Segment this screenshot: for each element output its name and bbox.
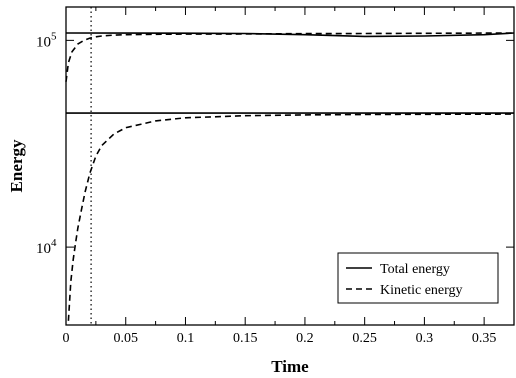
plot-frame xyxy=(65,6,515,326)
x-tick-label: 0.3 xyxy=(416,331,434,346)
axis-ticks xyxy=(65,7,515,325)
y-axis-label: Energy xyxy=(7,139,26,192)
x-tick-label: 0.35 xyxy=(472,331,497,346)
legend: Total energy Kinetic energy xyxy=(337,252,499,304)
x-tick-label: 0.2 xyxy=(296,331,314,346)
legend-label-kinetic: Kinetic energy xyxy=(380,283,463,298)
y-tick-labels: 104 105 xyxy=(36,30,57,257)
y-tick-label: 105 xyxy=(36,30,57,50)
series-lines xyxy=(65,32,515,321)
x-axis-label: Time xyxy=(271,357,309,376)
legend-box xyxy=(337,252,499,304)
legend-label-total: Total energy xyxy=(380,262,450,277)
x-tick-label: 0.1 xyxy=(177,331,195,346)
series-line-total-0 xyxy=(65,32,515,38)
x-tick-labels: 0 0.05 0.1 0.15 0.2 0.25 0.3 0.35 xyxy=(63,331,497,346)
x-tick-label: 0 xyxy=(63,331,70,346)
x-tick-label: 0.15 xyxy=(233,331,258,346)
x-tick-label: 0.05 xyxy=(113,331,138,346)
x-tick-label: 0.25 xyxy=(352,331,377,346)
series-line-kinetic-1 xyxy=(65,32,515,82)
y-tick-label: 104 xyxy=(36,237,57,257)
